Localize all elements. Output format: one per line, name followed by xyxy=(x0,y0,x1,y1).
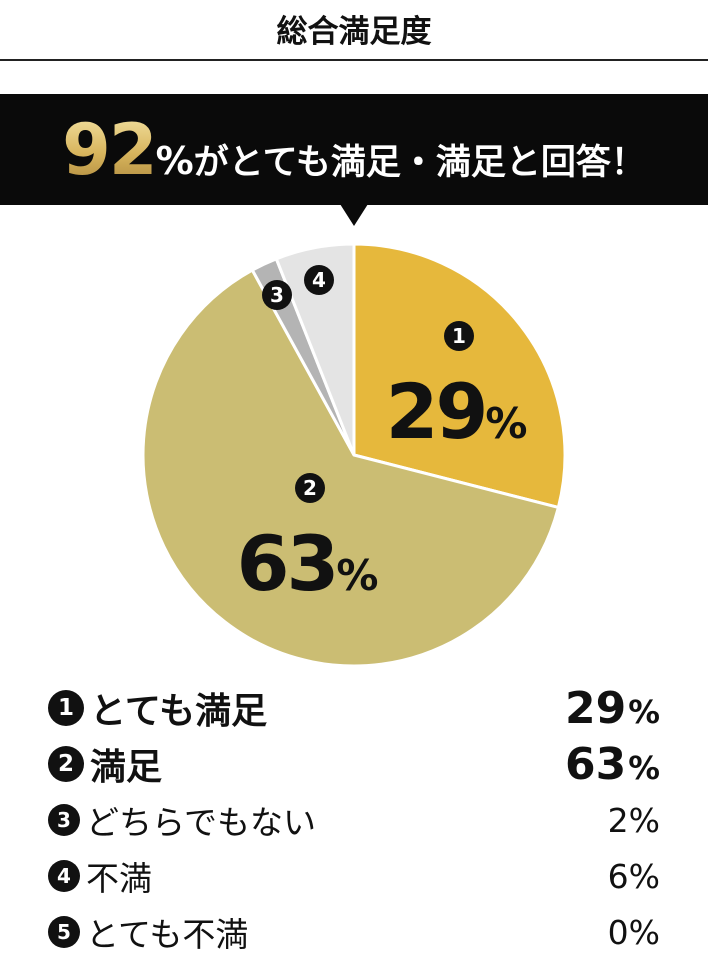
banner-percent: % xyxy=(155,138,194,183)
banner-text: 92%がとても満足・満足と回答！ xyxy=(62,109,646,191)
legend-value-unit: % xyxy=(628,800,660,840)
legend-value-unit: % xyxy=(628,856,660,896)
slice-marker-number: 1 xyxy=(452,324,466,348)
legend-value: 29% xyxy=(565,683,660,734)
chart-title: 総合満足度 xyxy=(0,0,708,56)
legend-row-1: 1 とても満足 29% xyxy=(48,680,660,736)
legend-value: 6% xyxy=(608,857,660,896)
slice-value-unit: % xyxy=(336,551,377,600)
legend-value-number: 0 xyxy=(607,912,629,952)
slice-marker-circle xyxy=(444,321,474,351)
pie-slice-2 xyxy=(141,268,561,668)
legend-row-5: 5 とても不満 0% xyxy=(48,904,660,960)
legend-marker: 3 xyxy=(48,804,80,836)
legend-marker: 4 xyxy=(48,860,80,892)
summary-banner: 92%がとても満足・満足と回答！ xyxy=(0,94,708,205)
legend: 1 とても満足 29% 2 満足 63% 3 どちらでもない 2% 4 不満 6… xyxy=(48,680,660,960)
banner-pointer xyxy=(340,204,368,226)
slice-value-unit: % xyxy=(485,399,526,448)
slice-marker-circle xyxy=(304,265,334,295)
legend-value-number: 2 xyxy=(607,800,629,840)
slice-label-1: 1 29% xyxy=(386,321,529,456)
legend-value: 0% xyxy=(608,913,660,952)
slice-marker-circle xyxy=(295,473,325,503)
legend-value-unit: % xyxy=(628,912,660,952)
slice-label-3: 3 xyxy=(262,280,292,310)
pie-slice-1 xyxy=(352,242,567,510)
legend-row-3: 3 どちらでもない 2% xyxy=(48,792,660,848)
pie-slice-4 xyxy=(274,242,356,456)
title-divider xyxy=(0,59,708,61)
legend-value-unit: % xyxy=(628,750,660,787)
legend-marker: 2 xyxy=(48,746,84,782)
slice-marker-number: 4 xyxy=(312,268,326,292)
legend-label: とても不満 xyxy=(86,915,249,954)
legend-value-number: 63 xyxy=(565,738,627,790)
slice-marker-circle xyxy=(262,280,292,310)
legend-label: 不満 xyxy=(86,859,152,898)
legend-value: 2% xyxy=(608,801,660,840)
banner-big-number: 92 xyxy=(62,108,157,191)
slice-value-number: 29 xyxy=(386,367,486,456)
slice-value: 29% xyxy=(386,367,527,456)
legend-value-number: 29 xyxy=(565,682,627,734)
legend-value-unit: % xyxy=(628,694,660,731)
slice-marker-number: 3 xyxy=(270,283,284,307)
legend-value: 63% xyxy=(565,739,660,790)
legend-label: 満足 xyxy=(90,747,163,788)
legend-value-number: 6 xyxy=(607,856,629,896)
legend-label: どちらでもない xyxy=(86,803,317,842)
slice-label-2: 2 63% xyxy=(237,473,380,608)
banner-message: がとても満足・満足と回答！ xyxy=(193,142,646,183)
legend-row-2: 2 満足 63% xyxy=(48,736,660,792)
legend-marker: 5 xyxy=(48,916,80,948)
slice-label-4: 4 xyxy=(304,265,334,295)
legend-row-4: 4 不満 6% xyxy=(48,848,660,904)
slice-value: 63% xyxy=(237,519,378,608)
slice-marker-number: 2 xyxy=(303,476,317,500)
slice-value-number: 63 xyxy=(237,519,337,608)
legend-label: とても満足 xyxy=(90,691,268,732)
chart-title-text: 総合満足度 xyxy=(276,13,432,50)
legend-marker: 1 xyxy=(48,690,84,726)
